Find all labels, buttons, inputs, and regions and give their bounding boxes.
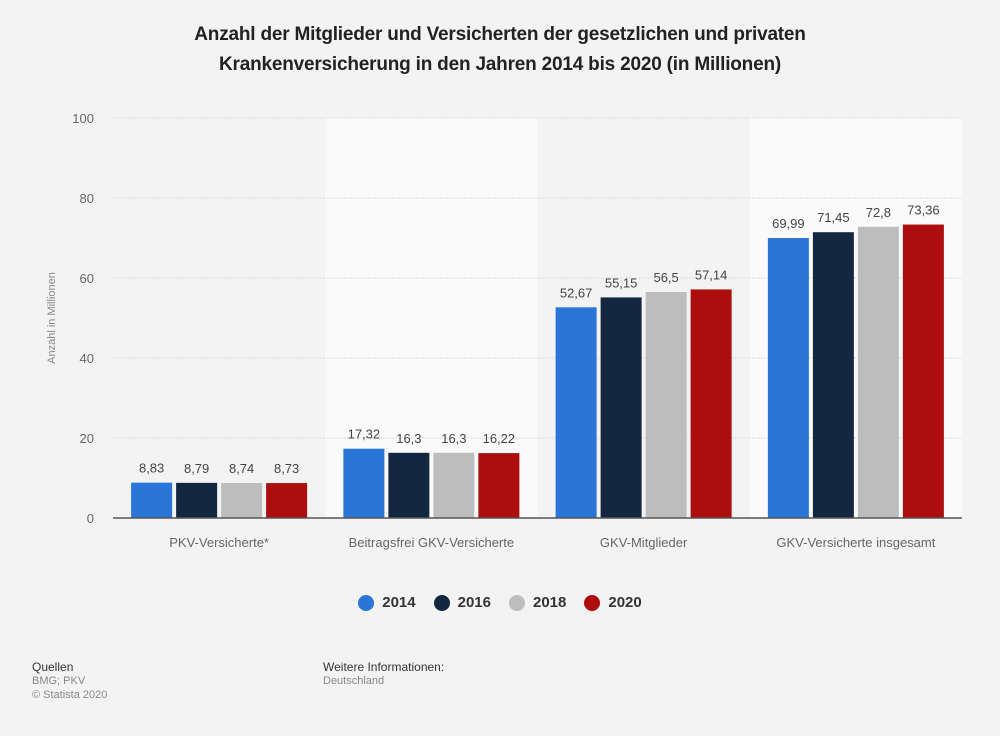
legend-item-2014[interactable]: 2014 — [358, 594, 416, 611]
x-tick-label: Beitragsfrei GKV-Versicherte — [349, 535, 514, 550]
data-label-2014: 17,32 — [348, 427, 381, 442]
data-label-2018: 56,5 — [653, 270, 678, 285]
bar-2020 — [902, 224, 944, 518]
chart-title: Anzahl der Mitglieder und Versicherten d… — [0, 20, 1000, 80]
sources-block: Quellen BMG; PKV © Statista 2020 — [32, 660, 107, 702]
data-label-2016: 16,3 — [396, 431, 421, 446]
legend-marker-2014 — [358, 594, 375, 611]
legend-item-2018[interactable]: 2018 — [509, 594, 566, 611]
data-label-2014: 8,83 — [139, 461, 164, 476]
bar-2016 — [388, 452, 430, 518]
bar-2014 — [343, 448, 385, 518]
more-info-block: Weitere Informationen: Deutschland — [323, 660, 444, 688]
bar-2018 — [433, 452, 475, 518]
bar-2018 — [857, 226, 899, 519]
y-tick-label: 100 — [72, 111, 94, 126]
sources-heading: Quellen — [32, 660, 74, 674]
chart-title-line-2: Krankenversicherung in den Jahren 2014 b… — [218, 54, 781, 75]
data-label-2020: 57,14 — [695, 267, 728, 282]
y-tick-label: 20 — [80, 431, 94, 446]
x-tick-label: PKV-Versicherte* — [169, 535, 269, 550]
bar-chart: 0 20 40 60 80 100 Anzahl in Millionen 8,83 8,79 8… — [46, 111, 962, 550]
more-info-heading: Weitere Informationen: — [323, 660, 445, 674]
legend-label-2016: 2016 — [457, 594, 491, 611]
legend-item-2020[interactable]: 2020 — [584, 594, 642, 611]
y-tick-label: 40 — [80, 351, 94, 366]
bar-2020 — [478, 453, 520, 518]
sources-text: BMG; PKV — [32, 675, 86, 687]
data-label-2020: 8,73 — [274, 461, 299, 476]
legend-label-2020: 2020 — [608, 594, 642, 611]
data-label-2014: 52,67 — [560, 285, 593, 300]
legend: 2014 2016 2018 2020 — [0, 594, 1000, 611]
legend-label-2018: 2018 — [533, 594, 567, 611]
x-tick-label: GKV-Versicherte insgesamt — [776, 535, 935, 550]
data-label-2020: 16,22 — [483, 431, 516, 446]
data-label-2018: 72,8 — [866, 205, 891, 220]
bar-2020 — [690, 289, 732, 518]
copyright-text: © Statista 2020 — [32, 689, 108, 701]
data-label-2018: 8,74 — [229, 461, 254, 476]
y-tick-label: 80 — [80, 191, 94, 206]
data-label-2018: 16,3 — [441, 431, 466, 446]
legend-marker-2020 — [584, 594, 601, 611]
y-tick-label: 60 — [80, 271, 94, 286]
data-label-2016: 71,45 — [817, 210, 850, 225]
legend-marker-2018 — [509, 594, 525, 611]
bar-2016 — [812, 232, 854, 518]
y-axis-label: Anzahl in Millionen — [46, 272, 58, 364]
bar-2014 — [555, 307, 597, 518]
data-label-2014: 69,99 — [772, 216, 805, 231]
bar-2014 — [131, 482, 173, 518]
data-label-2016: 55,15 — [605, 275, 638, 290]
legend-label-2014: 2014 — [382, 594, 416, 611]
chart-title-line-1: Anzahl der Mitglieder und Versicherten d… — [194, 24, 806, 45]
bar-2020 — [266, 483, 308, 518]
bar-2018 — [645, 292, 687, 518]
legend-item-2016[interactable]: 2016 — [433, 594, 491, 611]
bar-2016 — [176, 482, 218, 518]
bar-2018 — [221, 483, 263, 518]
bar-2016 — [600, 297, 642, 518]
data-label-2016: 8,79 — [184, 461, 209, 476]
bar-2014 — [767, 238, 809, 519]
legend-marker-2016 — [433, 594, 450, 611]
data-label-2020: 73,36 — [907, 203, 940, 218]
region-text: Deutschland — [323, 675, 385, 687]
y-tick-label: 0 — [87, 511, 94, 526]
x-tick-label: GKV-Mitglieder — [600, 535, 688, 550]
